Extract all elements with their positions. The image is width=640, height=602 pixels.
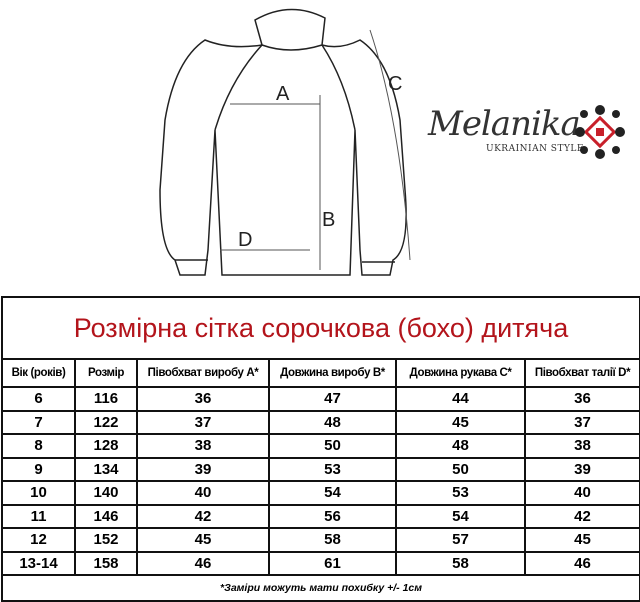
table-cell: 37 (523, 409, 640, 435)
table-cell: 57 (395, 527, 526, 553)
table-cell: 53 (268, 456, 397, 482)
table-cell: 36 (136, 386, 270, 412)
table-cell: 140 (74, 480, 138, 506)
table-cell: 54 (395, 503, 526, 529)
table-title: Розмірна сітка сорочкова (бохо) дитяча (0, 296, 640, 360)
table-cell: 45 (523, 527, 640, 553)
logo-tagline: UKRAINIAN STYLE (486, 144, 584, 154)
label-d: D (238, 229, 252, 251)
table-row: 11 146 42 56 54 42 (1, 503, 640, 529)
table-cell: 10 (1, 480, 76, 506)
table-cell: 9 (1, 456, 76, 482)
table-cell: 12 (1, 527, 76, 553)
table-cell: 42 (136, 503, 270, 529)
table-cell: 46 (523, 550, 640, 576)
table-row: 8 128 38 50 48 38 (1, 433, 640, 459)
table-cell: 53 (395, 480, 526, 506)
header-row: Вік (років) Розмір Півобхват виробу А* Довж… (1, 358, 640, 388)
label-b: B (322, 209, 335, 231)
table-row: 10 140 40 54 53 40 (1, 480, 640, 506)
table-cell: 134 (74, 456, 138, 482)
table-cell: 45 (395, 409, 526, 435)
table-cell: 56 (268, 503, 397, 529)
table-cell: 39 (523, 456, 640, 482)
table-row: 6 116 36 47 44 36 (1, 386, 640, 412)
table-cell: 116 (74, 386, 138, 412)
size-chart-table: Розмірна сітка сорочкова (бохо) дитяча В… (0, 296, 640, 602)
table-cell: 7 (1, 409, 76, 435)
table-cell: 128 (74, 433, 138, 459)
shirt-measurement-diagram: A B C D (159, 8, 411, 276)
table-cell: 50 (268, 433, 397, 459)
table-cell: 11 (1, 503, 76, 529)
table-cell: 38 (523, 433, 640, 459)
table-cell: 8 (1, 433, 76, 459)
table-cell: 37 (136, 409, 270, 435)
table-cell: 45 (136, 527, 270, 553)
table-cell: 13-14 (1, 550, 76, 576)
table-cell: 48 (268, 409, 397, 435)
table-cell: 152 (74, 527, 138, 553)
column-header: Півобхват талії D* (523, 358, 640, 388)
label-a: A (276, 83, 290, 105)
table-cell: 47 (268, 386, 397, 412)
table-cell: 6 (1, 386, 76, 412)
label-c: C (388, 73, 402, 95)
table-cell: 61 (268, 550, 397, 576)
table-cell: 46 (136, 550, 270, 576)
column-header: Вік (років) (1, 358, 76, 388)
table-row: 9 134 39 53 50 39 (1, 456, 640, 482)
table-cell: 39 (136, 456, 270, 482)
column-header: Півобхват виробу А* (136, 358, 270, 388)
column-header: Довжина рукава С* (395, 358, 526, 388)
table-cell: 42 (523, 503, 640, 529)
table-cell: 44 (395, 386, 526, 412)
table-cell: 48 (395, 433, 526, 459)
table-row: 7 122 37 48 45 37 (1, 409, 640, 435)
table-cell: 38 (136, 433, 270, 459)
footnote: *Заміри можуть мати похибку +/- 1см (0, 574, 640, 602)
table-cell: 158 (74, 550, 138, 576)
table-row: 13-14 158 46 61 58 46 (1, 550, 640, 576)
table-cell: 122 (74, 409, 138, 435)
table-row: 12 152 45 58 57 45 (1, 527, 640, 553)
ornament-icon (575, 105, 625, 159)
table-cell: 36 (523, 386, 640, 412)
table-cell: 58 (268, 527, 397, 553)
table-cell: 50 (395, 456, 526, 482)
table-cell: 54 (268, 480, 397, 506)
column-header: Довжина виробу В* (268, 358, 397, 388)
column-header: Розмір (74, 358, 138, 388)
brand-logo: Melanika UKRAINIAN STYLE (428, 104, 628, 164)
table-cell: 40 (136, 480, 270, 506)
table-cell: 146 (74, 503, 138, 529)
table-cell: 58 (395, 550, 526, 576)
table-cell: 40 (523, 480, 640, 506)
logo-name: Melanika (428, 104, 581, 144)
